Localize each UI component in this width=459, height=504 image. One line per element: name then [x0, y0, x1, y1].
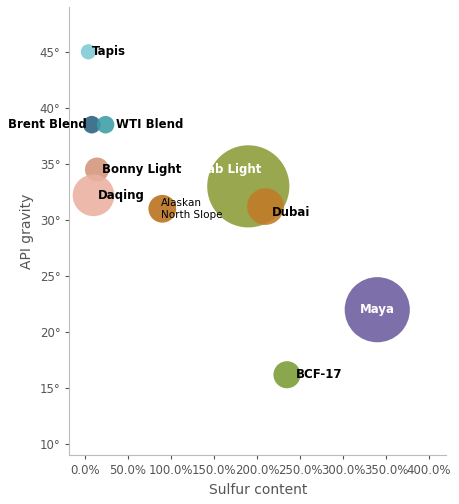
- Point: [262, 203, 269, 211]
- Text: Alaskan
North Slope: Alaskan North Slope: [161, 198, 222, 220]
- Text: Dubai: Dubai: [272, 206, 311, 219]
- Point: [159, 205, 166, 213]
- Point: [283, 371, 291, 379]
- Text: BCF-17: BCF-17: [296, 368, 342, 381]
- Point: [102, 120, 109, 129]
- X-axis label: Sulfur content: Sulfur content: [208, 483, 307, 497]
- Point: [374, 305, 381, 313]
- Text: Brent Blend: Brent Blend: [8, 118, 87, 131]
- Text: Maya: Maya: [360, 303, 395, 316]
- Text: Arab Light: Arab Light: [192, 163, 262, 176]
- Text: Bonny Light: Bonny Light: [102, 163, 181, 176]
- Point: [90, 192, 97, 200]
- Text: Daqing: Daqing: [98, 189, 145, 202]
- Text: WTI Blend: WTI Blend: [116, 118, 183, 131]
- Point: [85, 48, 92, 56]
- Text: Tapis: Tapis: [92, 45, 126, 58]
- Y-axis label: API gravity: API gravity: [20, 194, 34, 269]
- Point: [88, 120, 95, 129]
- Point: [245, 182, 252, 191]
- Point: [93, 165, 101, 173]
